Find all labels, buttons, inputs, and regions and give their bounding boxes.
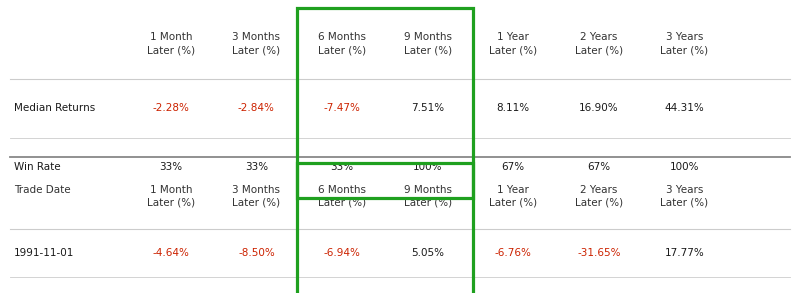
Text: 2 Years
Later (%): 2 Years Later (%) — [574, 32, 623, 56]
Text: 1 Month
Later (%): 1 Month Later (%) — [146, 185, 195, 208]
Text: 6 Months
Later (%): 6 Months Later (%) — [318, 185, 366, 208]
Text: Trade Date: Trade Date — [14, 185, 70, 195]
Text: 1 Year
Later (%): 1 Year Later (%) — [489, 185, 538, 208]
Text: -4.64%: -4.64% — [152, 248, 190, 258]
Text: 3 Months
Later (%): 3 Months Later (%) — [232, 185, 281, 208]
Text: 44.31%: 44.31% — [665, 103, 704, 113]
Text: 1 Year
Later (%): 1 Year Later (%) — [489, 32, 538, 56]
Text: -6.76%: -6.76% — [494, 248, 532, 258]
Text: -6.94%: -6.94% — [323, 248, 361, 258]
Text: 100%: 100% — [413, 162, 442, 172]
Text: 1 Month
Later (%): 1 Month Later (%) — [146, 32, 195, 56]
Text: -2.28%: -2.28% — [152, 103, 190, 113]
Text: 33%: 33% — [245, 162, 268, 172]
Text: 67%: 67% — [587, 162, 610, 172]
Text: 9 Months
Later (%): 9 Months Later (%) — [403, 32, 452, 56]
Text: 100%: 100% — [670, 162, 699, 172]
Text: 33%: 33% — [159, 162, 182, 172]
Text: 3 Years
Later (%): 3 Years Later (%) — [660, 185, 709, 208]
Bar — [297, 163, 473, 293]
Text: 3 Months
Later (%): 3 Months Later (%) — [232, 32, 281, 56]
Text: 3 Years
Later (%): 3 Years Later (%) — [660, 32, 709, 56]
Text: -7.47%: -7.47% — [323, 103, 361, 113]
Bar — [297, 8, 473, 198]
Text: 2 Years
Later (%): 2 Years Later (%) — [574, 185, 623, 208]
Text: -8.50%: -8.50% — [238, 248, 274, 258]
Text: 6 Months
Later (%): 6 Months Later (%) — [318, 32, 366, 56]
Text: -2.84%: -2.84% — [238, 103, 275, 113]
Text: -31.65%: -31.65% — [577, 248, 621, 258]
Text: 9 Months
Later (%): 9 Months Later (%) — [403, 185, 452, 208]
Text: 8.11%: 8.11% — [497, 103, 530, 113]
Text: 67%: 67% — [502, 162, 525, 172]
Text: 1991-11-01: 1991-11-01 — [14, 248, 74, 258]
Text: 7.51%: 7.51% — [411, 103, 444, 113]
Text: 5.05%: 5.05% — [411, 248, 444, 258]
Text: Median Returns: Median Returns — [14, 103, 95, 113]
Text: Win Rate: Win Rate — [14, 162, 60, 172]
Text: 17.77%: 17.77% — [665, 248, 704, 258]
Text: 33%: 33% — [330, 162, 354, 172]
Text: 16.90%: 16.90% — [579, 103, 618, 113]
